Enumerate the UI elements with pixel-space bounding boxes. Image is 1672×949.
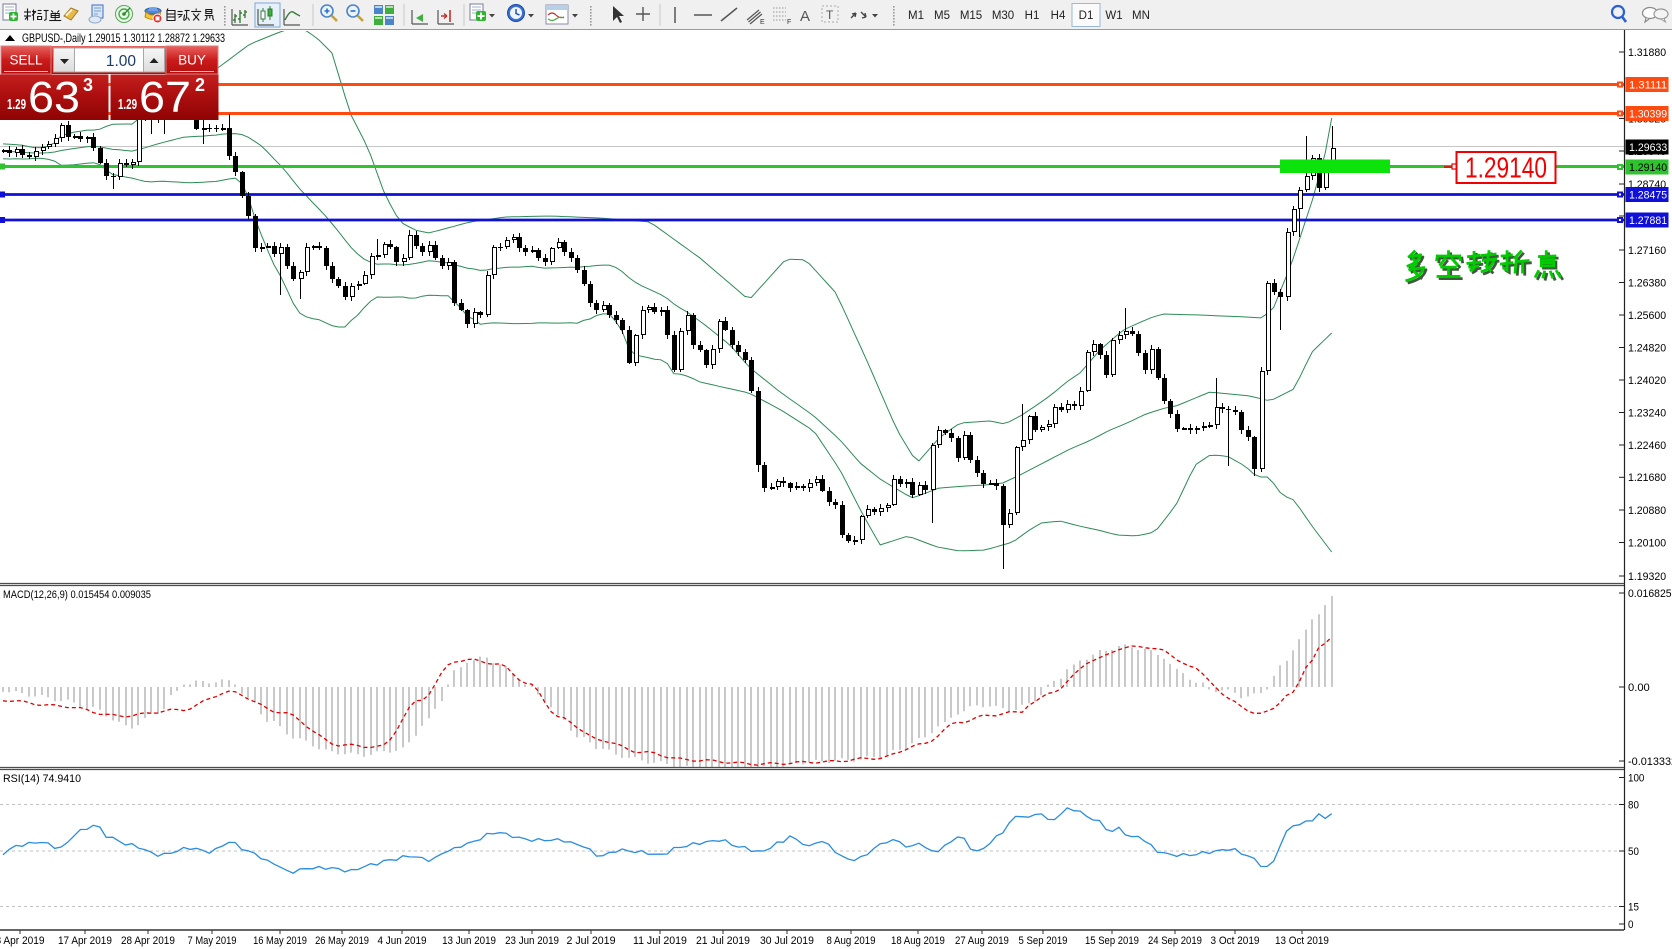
svg-text:M1: M1: [908, 10, 924, 22]
svg-text:GBPUSD-,Daily 1.29015 1.30112: GBPUSD-,Daily 1.29015 1.30112 1.28872 1.…: [22, 31, 225, 45]
svg-text:1.31880: 1.31880: [1628, 47, 1666, 59]
svg-text:RSI(14) 74.9410: RSI(14) 74.9410: [3, 773, 81, 785]
svg-text:30 Jul 2019: 30 Jul 2019: [760, 935, 814, 947]
svg-text:1.29: 1.29: [7, 96, 26, 113]
svg-text:D1: D1: [1079, 10, 1094, 22]
svg-text:1.31111: 1.31111: [1629, 80, 1667, 92]
svg-text:0: 0: [1628, 919, 1634, 931]
svg-text:1.24820: 1.24820: [1628, 342, 1666, 354]
svg-text:H1: H1: [1025, 10, 1040, 22]
svg-text:1.22460: 1.22460: [1628, 440, 1666, 452]
svg-text:1.27160: 1.27160: [1628, 245, 1666, 257]
svg-text:1.23240: 1.23240: [1628, 407, 1666, 419]
svg-text:-0.013332: -0.013332: [1628, 756, 1672, 768]
svg-text:1.25600: 1.25600: [1628, 310, 1666, 322]
svg-text:1.26380: 1.26380: [1628, 277, 1666, 289]
svg-text:MN: MN: [1132, 10, 1150, 22]
svg-text:1.00: 1.00: [106, 53, 137, 70]
svg-text:4 Jun 2019: 4 Jun 2019: [378, 935, 427, 947]
svg-text:11 Jul 2019: 11 Jul 2019: [633, 935, 687, 947]
svg-text:E: E: [760, 19, 765, 26]
svg-text:1.29633: 1.29633: [1629, 142, 1667, 154]
svg-text:100: 100: [1628, 772, 1644, 784]
svg-text:3: 3: [83, 75, 93, 95]
svg-text:28 Apr 2019: 28 Apr 2019: [121, 935, 175, 947]
svg-text:21 Jul 2019: 21 Jul 2019: [696, 935, 750, 947]
svg-text:23 Jun 2019: 23 Jun 2019: [505, 935, 559, 947]
svg-text:8 Apr 2019: 8 Apr 2019: [0, 935, 45, 947]
svg-text:2 Jul 2019: 2 Jul 2019: [567, 935, 616, 947]
svg-text:1.29140: 1.29140: [1629, 162, 1667, 174]
svg-text:18 Aug 2019: 18 Aug 2019: [891, 935, 945, 947]
svg-text:1.24020: 1.24020: [1628, 375, 1666, 387]
svg-text:1.21680: 1.21680: [1628, 472, 1666, 484]
svg-text:0.016825: 0.016825: [1628, 588, 1672, 600]
svg-text:15 Sep 2019: 15 Sep 2019: [1085, 935, 1139, 947]
svg-text:A: A: [800, 8, 810, 25]
svg-text:50: 50: [1628, 846, 1639, 858]
svg-text:3 Oct 2019: 3 Oct 2019: [1211, 935, 1260, 947]
svg-text:M5: M5: [934, 10, 950, 22]
svg-text:7 May 2019: 7 May 2019: [188, 935, 237, 947]
svg-text:24 Sep 2019: 24 Sep 2019: [1148, 935, 1202, 947]
svg-text:80: 80: [1628, 799, 1639, 811]
svg-text:67: 67: [139, 73, 191, 122]
svg-text:5 Sep 2019: 5 Sep 2019: [1019, 935, 1068, 947]
svg-text:W1: W1: [1105, 10, 1122, 22]
svg-text:MACD(12,26,9) 0.015454 0.00903: MACD(12,26,9) 0.015454 0.009035: [3, 589, 151, 601]
svg-text:15: 15: [1628, 901, 1639, 913]
svg-text:1.20100: 1.20100: [1628, 537, 1666, 549]
svg-text:0.00: 0.00: [1628, 682, 1650, 694]
svg-text:1.29140: 1.29140: [1465, 153, 1547, 185]
svg-text:T: T: [826, 8, 834, 22]
svg-text:1.19320: 1.19320: [1628, 571, 1666, 583]
svg-text:SELL: SELL: [9, 53, 43, 68]
svg-text:26 May 2019: 26 May 2019: [315, 935, 369, 947]
svg-text:F: F: [787, 19, 791, 26]
svg-text:2: 2: [195, 75, 205, 95]
svg-text:16 May 2019: 16 May 2019: [253, 935, 307, 947]
svg-text:27 Aug 2019: 27 Aug 2019: [955, 935, 1009, 947]
svg-text:1.27881: 1.27881: [1629, 215, 1667, 227]
svg-text:H4: H4: [1051, 10, 1066, 22]
svg-text:13 Oct 2019: 13 Oct 2019: [1275, 935, 1329, 947]
svg-text:8 Aug 2019: 8 Aug 2019: [827, 935, 876, 947]
svg-text:M15: M15: [960, 10, 982, 22]
svg-text:13 Jun 2019: 13 Jun 2019: [442, 935, 496, 947]
svg-text:1.29: 1.29: [118, 96, 137, 113]
svg-text:BUY: BUY: [178, 53, 206, 68]
svg-text:M30: M30: [992, 10, 1014, 22]
svg-text:17 Apr 2019: 17 Apr 2019: [58, 935, 112, 947]
svg-text:1.20880: 1.20880: [1628, 505, 1666, 517]
svg-text:1.28475: 1.28475: [1629, 190, 1667, 202]
svg-text:63: 63: [28, 73, 80, 122]
svg-text:1.30399: 1.30399: [1629, 109, 1667, 121]
